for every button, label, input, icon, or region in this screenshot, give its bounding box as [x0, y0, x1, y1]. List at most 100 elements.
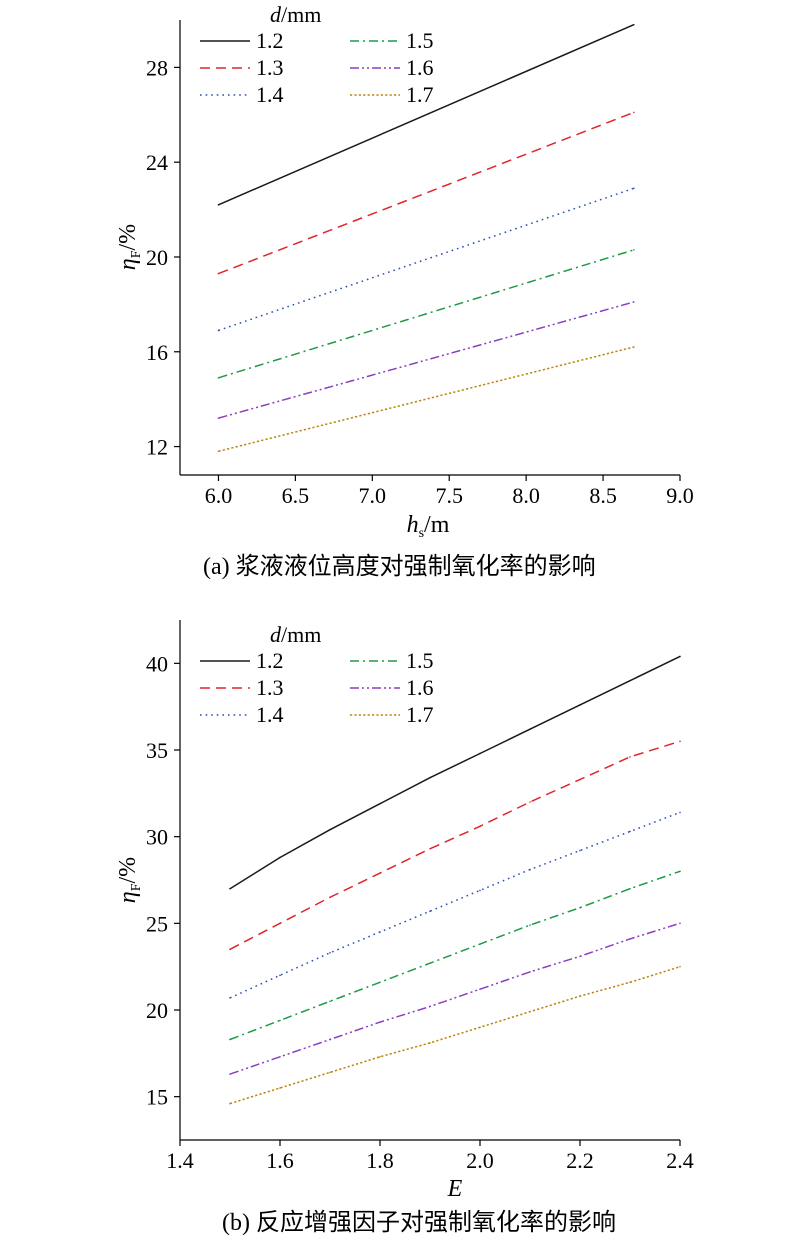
y-tick-label: 35: [146, 738, 168, 763]
legend-title-symbol: d: [270, 2, 282, 27]
x-tick-label: 6.5: [282, 483, 310, 508]
data-point-1.6: [429, 1005, 431, 1008]
data-point-1.7: [679, 965, 681, 968]
data-point-1.7: [279, 1087, 281, 1089]
data-point-1.7: [633, 346, 635, 348]
data-point-1.6: [629, 938, 631, 940]
data-point-1.6: [379, 1021, 381, 1023]
y-axis-label-symbol: η: [115, 891, 141, 903]
data-point-1.5: [579, 906, 581, 909]
data-point-1.4: [579, 849, 581, 852]
x-tick-label: 2.0: [466, 1148, 494, 1173]
data-point-1.7: [229, 1102, 231, 1105]
data-point-1.5: [629, 887, 631, 890]
data-point-1.7: [529, 1010, 531, 1013]
series-line-1.3: [218, 111, 635, 275]
data-point-1.5: [633, 249, 635, 251]
data-point-1.5: [379, 981, 381, 984]
legend-title-unit: /mm: [281, 622, 321, 647]
y-axis-label-subscript: F: [129, 250, 144, 258]
data-point-1.3: [279, 922, 281, 925]
data-point-1.6: [529, 971, 531, 973]
data-point-1.4: [679, 811, 681, 814]
legend-title: d/mm: [270, 2, 321, 27]
data-point-1.3: [679, 740, 681, 743]
x-tick-label: 7.0: [359, 483, 387, 508]
y-tick-label: 12: [146, 435, 168, 460]
x-axis-label: E: [447, 1176, 463, 1202]
legend-title-unit: /mm: [281, 2, 321, 27]
data-point-1.5: [329, 1000, 331, 1003]
data-point-1.3: [529, 801, 531, 803]
legend-label-1.2: 1.2: [256, 648, 284, 673]
data-point-1.2: [229, 887, 231, 890]
data-point-1.4: [229, 997, 231, 999]
data-point-1.4: [529, 868, 531, 871]
data-point-1.5: [479, 943, 481, 945]
y-tick-label: 40: [146, 651, 168, 676]
x-tick-label: 6.0: [205, 483, 233, 508]
chart-panel-a: 6.0 6.5 7.0 7.5 8.0 8.5 9.01216202428d/mm1.21.…: [115, 2, 694, 580]
data-point-1.7: [579, 995, 581, 997]
x-tick-label: 8.5: [589, 483, 617, 508]
data-point-1.3: [229, 948, 231, 951]
data-point-1.2: [279, 856, 281, 859]
data-point-1.3: [429, 848, 431, 850]
y-tick-label: 20: [146, 245, 168, 270]
series-line-1.4: [229, 811, 681, 999]
data-point-1.7: [379, 1056, 381, 1058]
x-axis-label-symbol: E: [447, 1176, 463, 1202]
data-point-1.6: [479, 988, 481, 990]
data-point-1.2: [429, 776, 431, 779]
data-point-1.2: [679, 655, 681, 658]
y-axis-label-unit: /%: [115, 224, 141, 251]
x-axis-label-symbol: h: [407, 512, 419, 538]
legend-label-1.4: 1.4: [256, 82, 284, 107]
data-point-1.4: [279, 974, 281, 977]
y-tick-label: 20: [146, 998, 168, 1023]
data-point-1.5: [529, 924, 531, 926]
data-point-1.6: [329, 1038, 331, 1041]
x-tick-label: 2.4: [666, 1148, 694, 1173]
legend-label-1.6: 1.6: [406, 55, 434, 80]
y-axis-label: ηF/%: [115, 857, 144, 903]
series-line-1.7: [218, 346, 634, 453]
x-axis-label-unit: /m: [424, 512, 450, 538]
data-point-1.2: [579, 704, 581, 706]
data-point-1.7: [479, 1026, 481, 1029]
y-axis-label-symbol: η: [115, 258, 141, 270]
data-point-1.6: [279, 1056, 281, 1058]
x-tick-label: 1.4: [166, 1148, 194, 1173]
x-tick-label: 1.8: [366, 1148, 394, 1173]
y-axis-label-subscript: F: [129, 883, 144, 891]
series-line-1.5: [218, 249, 635, 379]
data-point-1.2: [479, 752, 481, 755]
y-axis-label: ηF/%: [115, 224, 144, 270]
x-tick-label: 8.0: [512, 483, 540, 508]
data-point-1.5: [429, 962, 431, 964]
y-tick-label: 16: [146, 340, 168, 365]
chart-panel-b: 1.4 1.6 1.8 2.0 2.2 2.4 15 20 25 30 35 40 d/mm1.21.3…: [115, 620, 694, 1236]
data-point-1.4: [329, 952, 331, 954]
legend-label-1.3: 1.3: [256, 55, 284, 80]
series-line-1.2: [218, 24, 635, 206]
data-point-1.3: [217, 272, 220, 275]
legend-label-1.3: 1.3: [256, 675, 284, 700]
y-tick-label: 30: [146, 825, 168, 850]
data-point-1.5: [229, 1038, 231, 1041]
data-point-1.5: [679, 870, 681, 873]
data-point-1.3: [579, 778, 581, 781]
legend-label-1.2: 1.2: [256, 28, 284, 53]
data-point-1.3: [629, 756, 631, 758]
data-point-1.5: [279, 1019, 281, 1022]
series-line-1.2: [229, 655, 681, 890]
data-point-1.3: [633, 111, 635, 114]
x-tick-label: 2.2: [566, 1148, 594, 1173]
x-tick-label: 1.6: [266, 1148, 294, 1173]
data-point-1.4: [629, 830, 631, 833]
legend-title: d/mm: [270, 622, 321, 647]
series-line-1.6: [218, 301, 635, 419]
data-point-1.3: [379, 872, 381, 874]
y-tick-label: 28: [146, 55, 168, 80]
data-point-1.2: [629, 679, 631, 682]
